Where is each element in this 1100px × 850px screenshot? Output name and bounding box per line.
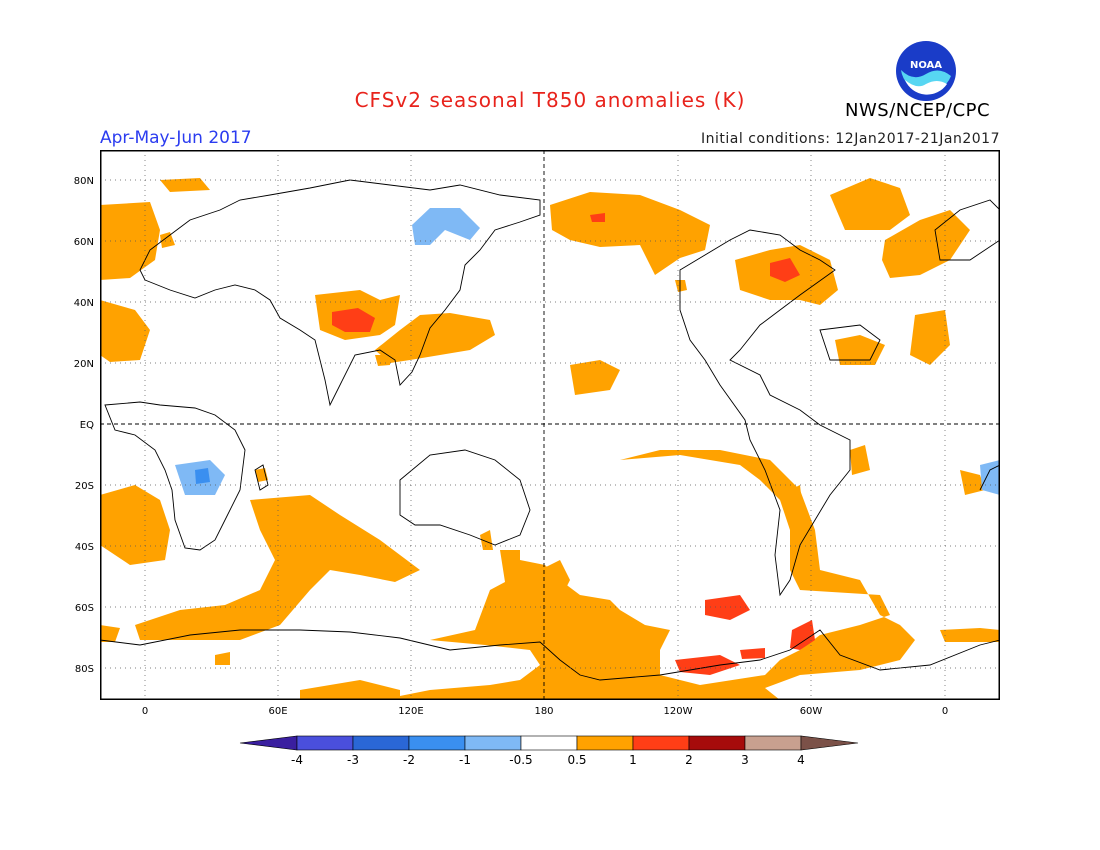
anomaly-map <box>100 150 1000 700</box>
lon-label: 60E <box>268 706 287 717</box>
lat-label: 80S <box>75 664 94 675</box>
chart-title: CFSv2 seasonal T850 anomalies (K) <box>354 88 746 112</box>
noaa-logo-icon: NOAA <box>896 41 956 101</box>
colorbar-label: -3 <box>347 753 359 767</box>
colorbar: -4 -3 -2 -1 -0.5 0.5 1 2 3 4 <box>239 735 859 767</box>
lon-label: 120E <box>398 706 423 717</box>
lon-gridlines <box>144 150 946 700</box>
org-label: NWS/NCEP/CPC <box>845 100 991 121</box>
colorbar-swatch <box>632 735 690 751</box>
colorbar-label: -1 <box>459 753 471 767</box>
lat-label: 40S <box>75 542 94 553</box>
lat-label: 20S <box>75 481 94 492</box>
lon-label: 180 <box>534 706 553 717</box>
map-panel <box>100 150 1000 700</box>
colorbar-label: 1 <box>629 753 637 767</box>
colorbar-swatch <box>352 735 410 751</box>
noaa-logo-text: NOAA <box>910 60 942 71</box>
colorbar-label: -4 <box>291 753 303 767</box>
colorbar-swatch <box>576 735 634 751</box>
colorbar-label: 2 <box>685 753 693 767</box>
lat-label: 80N <box>74 176 94 187</box>
lat-gridlines <box>100 179 1000 669</box>
colorbar-swatch <box>408 735 466 751</box>
colorbar-max-arrow <box>800 735 859 751</box>
colorbar-label: 3 <box>741 753 749 767</box>
lon-label: 0 <box>942 706 948 717</box>
lat-label: 20N <box>74 359 94 370</box>
colorbar-swatch <box>296 735 354 751</box>
colorbar-swatch <box>744 735 802 751</box>
colorbar-label: -2 <box>403 753 415 767</box>
colorbar-label: -0.5 <box>509 753 532 767</box>
colorbar-swatch <box>520 735 578 751</box>
lat-label: 60S <box>75 603 94 614</box>
lon-tick-labels: 0 60E 120E 180 120W 60W 0 <box>142 706 948 717</box>
map-frame <box>100 150 1000 700</box>
lat-label: EQ <box>80 420 94 431</box>
lat-tick-labels: 80N 60N 40N 20N EQ 20S 40S 60S 80S <box>74 176 94 675</box>
coastlines <box>100 179 1000 681</box>
forecast-period: Apr-May-Jun 2017 <box>100 128 252 148</box>
cool-anomaly-regions <box>175 208 1000 495</box>
colorbar-swatch <box>688 735 746 751</box>
lon-label: 120W <box>664 706 693 717</box>
lat-label: 40N <box>74 298 94 309</box>
lon-label: 60W <box>800 706 823 717</box>
colorbar-label: 4 <box>797 753 805 767</box>
strong-warm-anomaly-regions <box>332 213 815 675</box>
colorbar-label: 0.5 <box>567 753 586 767</box>
colorbar-swatch <box>464 735 522 751</box>
lat-label: 60N <box>74 237 94 248</box>
initial-conditions: Initial conditions: 12Jan2017-21Jan2017 <box>701 131 1000 147</box>
colorbar-min-arrow <box>239 735 298 751</box>
lon-label: 0 <box>142 706 148 717</box>
